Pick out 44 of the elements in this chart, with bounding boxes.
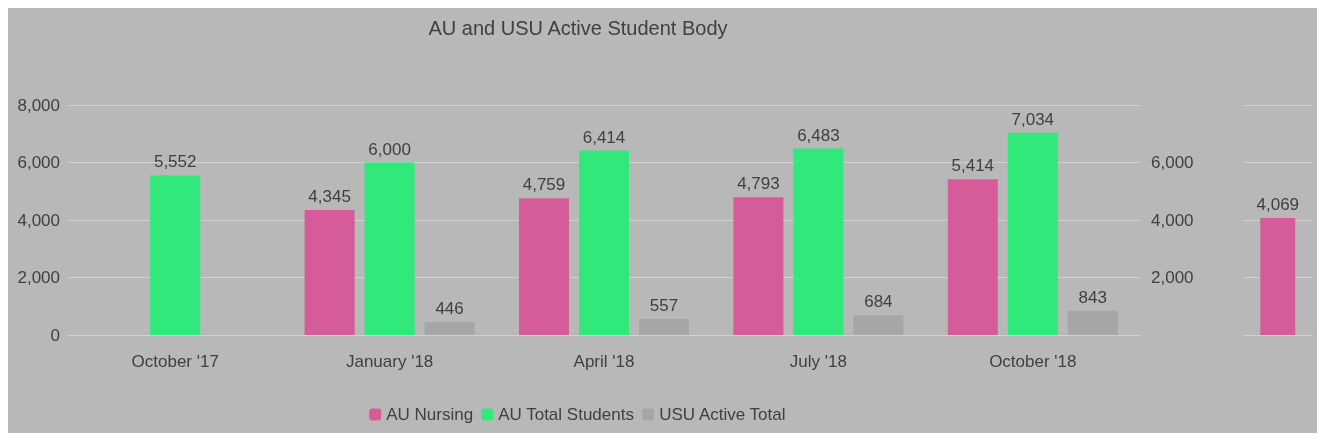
data-label: 5,414 <box>951 156 995 176</box>
bar <box>1007 132 1058 335</box>
x-tick-label: January '18 <box>345 352 434 371</box>
data-label: 4,793 <box>737 174 780 194</box>
y-tick-label: 2,000 <box>17 268 60 287</box>
y-tick-label: 6,000 <box>1150 153 1194 172</box>
bar <box>793 148 844 335</box>
data-label: 557 <box>649 295 679 315</box>
bar <box>150 175 201 335</box>
bar <box>304 210 355 335</box>
data-label: 843 <box>1078 287 1107 307</box>
y-tick-label: 2,000 <box>1150 268 1194 287</box>
x-tick-label: July '18 <box>789 352 847 371</box>
bar <box>424 322 475 335</box>
y-tick-label: 0 <box>50 325 60 345</box>
y-tick-label: 6,000 <box>17 153 60 172</box>
data-label: 4,759 <box>522 175 566 195</box>
legend-label: AU Total Students <box>498 405 634 424</box>
data-label: 4,069 <box>1256 195 1300 215</box>
legend-label: USU Active Total <box>659 405 786 424</box>
x-tick-label: April '18 <box>573 352 635 371</box>
y-tick-label: 8,000 <box>17 95 60 115</box>
x-tick-label: October '18 <box>989 352 1077 371</box>
data-label: 684 <box>864 292 893 312</box>
bar <box>1067 310 1118 335</box>
data-label: 7,034 <box>1011 109 1055 129</box>
chart-title: AU and USU Active Student Body <box>428 17 728 39</box>
bar <box>733 197 784 335</box>
data-label: 5,552 <box>153 152 197 172</box>
data-label: 4,345 <box>308 187 351 207</box>
x-tick-label: October '17 <box>131 352 219 371</box>
y-tick-label: 4,000 <box>17 210 60 230</box>
bar <box>853 315 904 335</box>
data-label: 6,000 <box>368 139 411 159</box>
bar <box>519 198 569 335</box>
legend-label: AU Nursing <box>386 405 474 424</box>
y-tick-label: 4,000 <box>1150 210 1194 230</box>
bar <box>947 179 998 335</box>
data-label: 6,483 <box>797 125 840 145</box>
bar <box>579 150 629 335</box>
data-label: 6,414 <box>582 127 626 147</box>
bar <box>364 162 415 335</box>
bar <box>639 318 689 335</box>
data-label: 446 <box>435 299 464 319</box>
